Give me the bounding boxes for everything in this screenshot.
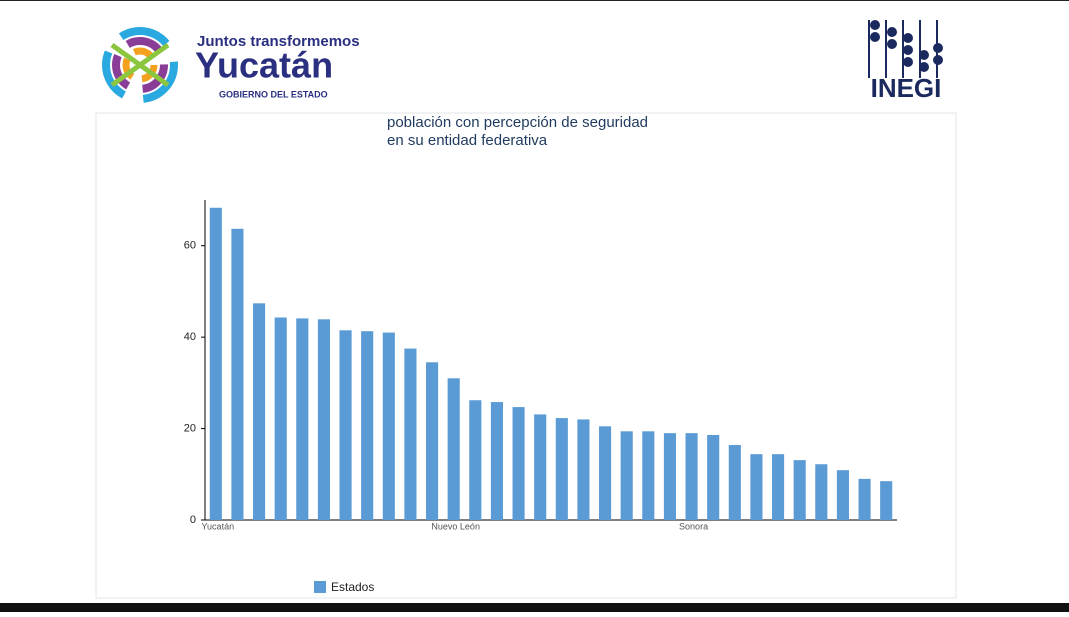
bar: [555, 418, 568, 520]
bar: [750, 454, 763, 520]
institute: INEGI: [871, 73, 942, 103]
bar: [793, 460, 806, 520]
bar: [663, 433, 676, 520]
bar: [231, 228, 244, 521]
bar: [534, 414, 547, 520]
y-tick-label: 60: [184, 240, 196, 252]
bar: [339, 330, 352, 520]
bar: [836, 470, 849, 520]
bar: [728, 445, 741, 520]
bar: [815, 464, 828, 520]
state-name: Yucatán: [195, 45, 333, 86]
inegi-logo: INEGI: [868, 20, 943, 103]
bar: [253, 303, 266, 520]
bar: [361, 331, 374, 520]
bar: [317, 319, 330, 520]
bar: [209, 207, 222, 520]
bar: [620, 431, 633, 520]
bottom-bar: [0, 603, 1069, 612]
x-tick-label: Yucatán: [202, 521, 235, 531]
y-tick-label: 40: [184, 331, 196, 343]
chart-title: población con percepción de seguridad: [387, 114, 648, 131]
government: GOBIERNO DEL ESTADO: [219, 89, 328, 99]
tagline: Juntos transformemos: [197, 33, 360, 50]
bar: [707, 434, 720, 520]
bar: [426, 362, 439, 520]
bar: [880, 481, 893, 520]
yucatan-logo: Juntos transformemos Yucatán GOBIERNO DE…: [102, 27, 360, 103]
bar: [274, 317, 287, 520]
chart-title: en su entidad federativa: [387, 132, 548, 149]
bar: [490, 402, 503, 520]
y-tick-label: 0: [190, 514, 196, 526]
bar: [599, 426, 612, 520]
bar: [296, 318, 309, 520]
legend-swatch: [314, 581, 326, 593]
bar: [382, 332, 395, 520]
bar: [469, 400, 482, 520]
bar: [772, 454, 785, 520]
bar: [642, 431, 655, 520]
bar: [447, 378, 460, 520]
bar: [685, 433, 698, 520]
top-border: [0, 0, 1069, 1]
y-tick-label: 20: [184, 422, 196, 434]
bar: [512, 407, 525, 520]
x-tick-label: Nuevo León: [431, 521, 480, 531]
legend-label: Estados: [331, 580, 374, 594]
bar: [404, 348, 417, 520]
x-tick-label: Sonora: [679, 521, 708, 531]
bar: [858, 478, 871, 520]
bar: [577, 419, 590, 520]
